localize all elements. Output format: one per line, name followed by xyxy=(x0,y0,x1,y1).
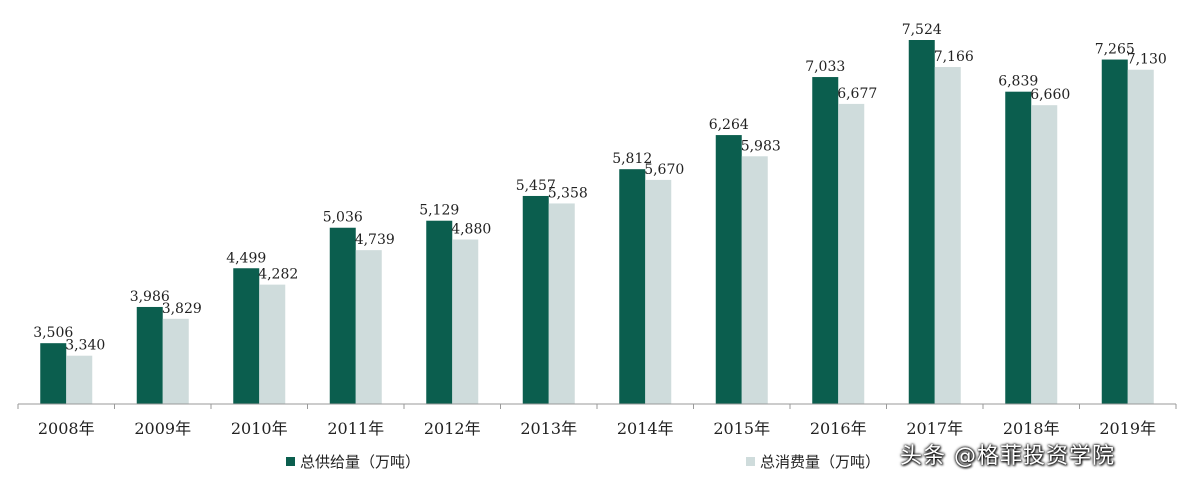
data-label-consumption: 7,166 xyxy=(934,49,974,65)
x-tick-label: 2014年 xyxy=(617,419,674,438)
data-label-consumption: 6,660 xyxy=(1030,87,1070,103)
x-tick-label: 2011年 xyxy=(327,419,384,438)
data-label-consumption: 5,670 xyxy=(644,162,684,178)
data-label-supply: 3,986 xyxy=(130,289,170,305)
bar-supply xyxy=(715,135,742,404)
data-label-consumption: 4,739 xyxy=(355,232,395,248)
bar-consumption xyxy=(645,179,672,404)
bar-consumption xyxy=(259,284,286,404)
bar-consumption xyxy=(66,355,93,404)
bar-supply xyxy=(233,268,260,404)
data-label-consumption: 5,358 xyxy=(548,185,588,201)
data-label-consumption: 7,130 xyxy=(1127,52,1167,68)
data-label-supply: 5,129 xyxy=(419,203,459,219)
bar-consumption xyxy=(548,203,575,404)
data-label-supply: 6,264 xyxy=(709,117,749,133)
legend-label-supply: 总供给量（万吨） xyxy=(300,452,421,471)
watermark-text: 头条 @格菲投资学院 xyxy=(900,444,1115,469)
bar-consumption xyxy=(741,156,768,404)
x-tick-label: 2012年 xyxy=(424,419,481,438)
x-tick-label: 2016年 xyxy=(810,419,867,438)
bar-supply xyxy=(136,306,163,404)
bar-consumption xyxy=(452,239,479,404)
bar-supply xyxy=(908,40,935,404)
bar-supply xyxy=(812,77,839,404)
bar-supply xyxy=(426,220,453,404)
data-label-consumption: 3,340 xyxy=(65,338,105,354)
data-label-supply: 6,839 xyxy=(998,74,1038,90)
x-tick-label: 2009年 xyxy=(134,419,191,438)
legend-item-consume: 总消费量（万吨） xyxy=(746,450,880,472)
bar-consumption xyxy=(355,250,382,404)
data-label-supply: 7,265 xyxy=(1095,42,1135,58)
x-tick-label: 2017年 xyxy=(906,419,963,438)
data-label-supply: 4,499 xyxy=(226,250,266,266)
x-tick-labels-layer: 2008年 2009年 2010年 2011年 2012年 2013年 2014年 2015年… xyxy=(17,404,1177,438)
data-label-consumption: 4,880 xyxy=(451,222,491,238)
bar-consumption xyxy=(162,318,189,404)
data-label-consumption: 6,677 xyxy=(837,86,877,102)
bar-consumption xyxy=(838,103,865,404)
x-tick-label: 2008年 xyxy=(38,419,95,438)
x-tick-label: 2018年 xyxy=(1003,419,1060,438)
bars-layer xyxy=(40,40,1154,405)
data-label-supply: 7,524 xyxy=(902,22,942,38)
legend-label-consume: 总消费量（万吨） xyxy=(760,452,881,471)
bar-supply xyxy=(522,195,549,404)
bar-consumption xyxy=(934,67,961,404)
x-tick-label: 2013年 xyxy=(520,419,577,438)
x-tick-label: 2010年 xyxy=(231,419,288,438)
bar-supply xyxy=(1005,91,1032,405)
data-label-consumption: 3,829 xyxy=(162,301,202,317)
bar-supply xyxy=(1101,59,1128,404)
x-tick-label: 2015年 xyxy=(713,419,770,438)
data-label-supply: 7,033 xyxy=(805,59,845,75)
data-label-supply: 5,036 xyxy=(323,210,363,226)
data-label-supply: 3,506 xyxy=(33,325,73,341)
bar-supply xyxy=(40,343,67,404)
legend-item-supply: 总供给量（万吨） xyxy=(286,450,420,472)
data-label-supply: 5,457 xyxy=(516,178,556,194)
bar-consumption xyxy=(1127,69,1154,405)
bar-supply xyxy=(619,169,646,404)
legend-swatch-supply xyxy=(286,456,295,466)
bar-consumption xyxy=(1031,105,1058,404)
data-label-consumption: 5,983 xyxy=(741,138,781,154)
x-tick-label: 2019年 xyxy=(1099,419,1156,438)
legend-swatch-consume xyxy=(746,456,755,466)
data-label-consumption: 4,282 xyxy=(258,267,298,283)
data-label-supply: 5,812 xyxy=(612,151,652,167)
bar-supply xyxy=(329,227,356,404)
